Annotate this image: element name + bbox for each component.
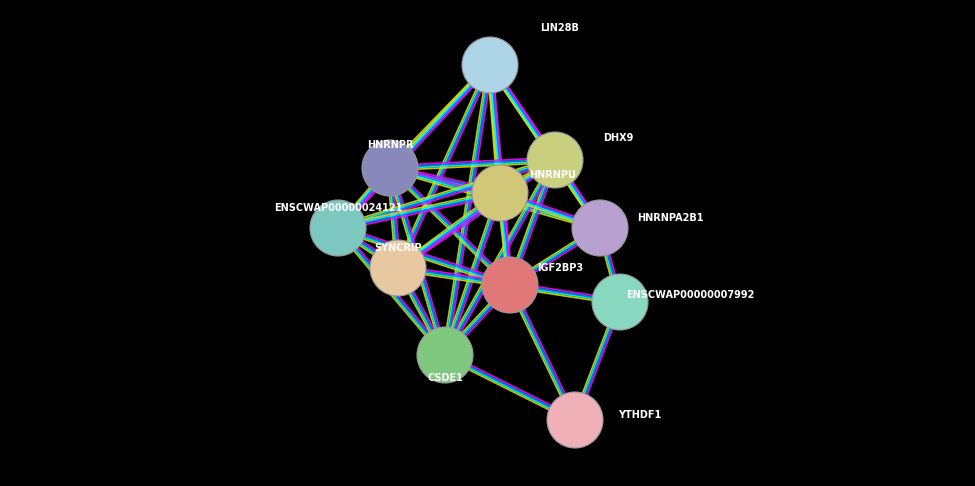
- Text: HNRNPA2B1: HNRNPA2B1: [637, 213, 703, 223]
- Circle shape: [462, 37, 518, 93]
- Circle shape: [310, 200, 366, 256]
- Text: DHX9: DHX9: [603, 133, 633, 143]
- Circle shape: [527, 132, 583, 188]
- Text: ENSCWAP00000024121: ENSCWAP00000024121: [274, 203, 402, 213]
- Circle shape: [362, 140, 418, 196]
- Circle shape: [572, 200, 628, 256]
- Circle shape: [547, 392, 603, 448]
- Text: IGF2BP3: IGF2BP3: [537, 263, 583, 273]
- Text: LIN28B: LIN28B: [540, 23, 579, 33]
- Text: HNRNPU: HNRNPU: [529, 170, 576, 180]
- Text: CSDE1: CSDE1: [427, 373, 463, 383]
- Circle shape: [482, 257, 538, 313]
- Circle shape: [472, 165, 528, 221]
- Circle shape: [370, 240, 426, 296]
- Text: YTHDF1: YTHDF1: [618, 410, 662, 420]
- Circle shape: [592, 274, 648, 330]
- Circle shape: [417, 327, 473, 383]
- Text: SYNCRIP: SYNCRIP: [374, 243, 422, 253]
- Text: HNRNPR: HNRNPR: [367, 140, 413, 150]
- Text: ENSCWAP00000007992: ENSCWAP00000007992: [626, 290, 755, 300]
